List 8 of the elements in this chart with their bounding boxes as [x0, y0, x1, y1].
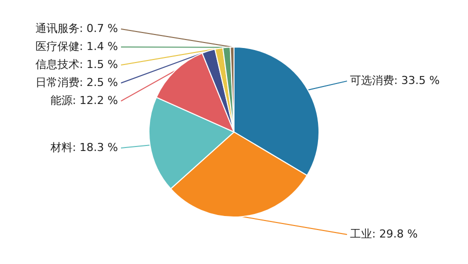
slice-label: 医疗保健: 1.4 %	[35, 40, 118, 54]
slice-label: 能源: 12.2 %	[50, 94, 118, 108]
slice-label: 材料: 18.3 %	[49, 140, 118, 154]
slice-label: 工业: 29.8 %	[350, 228, 418, 241]
slice-label: 通讯服务: 0.7 %	[35, 22, 118, 36]
slice-label: 日常消费: 2.5 %	[35, 76, 118, 90]
slice-label: 信息技术: 1.5 %	[35, 58, 118, 72]
slice-label: 可选消费: 33.5 %	[350, 74, 440, 88]
